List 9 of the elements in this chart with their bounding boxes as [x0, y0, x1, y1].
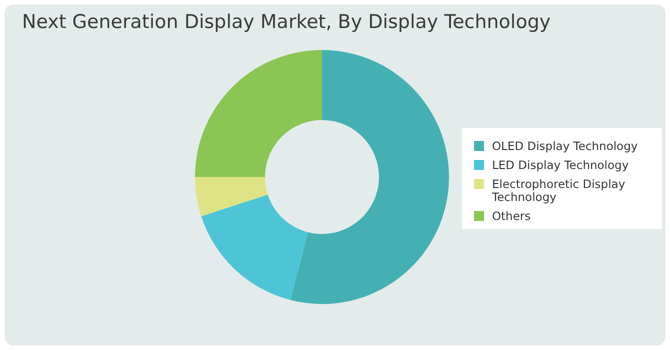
legend-label: OLED Display Technology	[492, 139, 638, 153]
donut-slice	[290, 50, 449, 304]
donut-slice	[201, 194, 308, 300]
chart-title: Next Generation Display Market, By Display Technology	[22, 11, 551, 33]
donut-slice	[195, 50, 322, 177]
donut-slice	[195, 177, 268, 216]
legend-label: Others	[492, 209, 531, 223]
legend-label: LED Display Technology	[492, 158, 629, 172]
legend-label: Electrophoretic Display Technology	[491, 177, 626, 204]
